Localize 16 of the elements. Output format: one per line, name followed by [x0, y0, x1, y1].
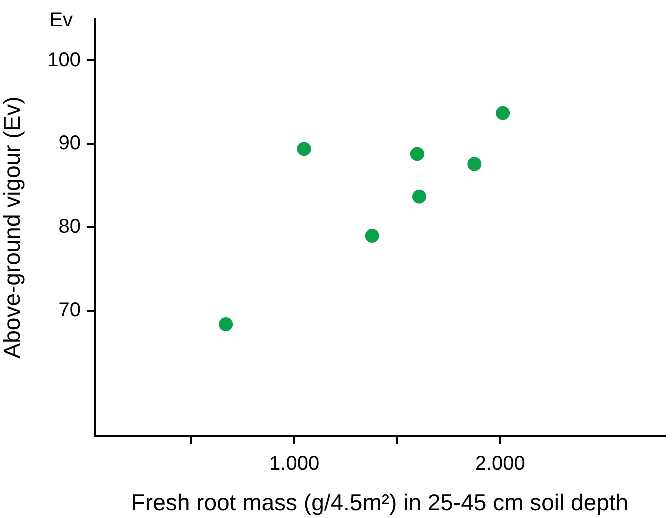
- y-tick-label: 80: [58, 216, 81, 238]
- point: [412, 190, 426, 204]
- y-tick-label: 70: [58, 300, 81, 322]
- point: [219, 318, 234, 332]
- x-tick-label: 1.000: [270, 452, 320, 475]
- text: Ev: [50, 10, 73, 32]
- point: [468, 157, 482, 172]
- point: [410, 147, 424, 162]
- y-tick-label: 90: [58, 132, 81, 155]
- x-axis-title: Fresh root mass (g/4.5m²) in 25-45 cm soil depth: [131, 490, 629, 516]
- x-tick-label: 2.000: [475, 452, 526, 475]
- y-tick-label: 100: [48, 49, 81, 72]
- point: [365, 229, 380, 244]
- point: [297, 142, 312, 156]
- point: [496, 106, 510, 120]
- y-axis-title: Above-ground vigour (Ev): [0, 96, 26, 359]
